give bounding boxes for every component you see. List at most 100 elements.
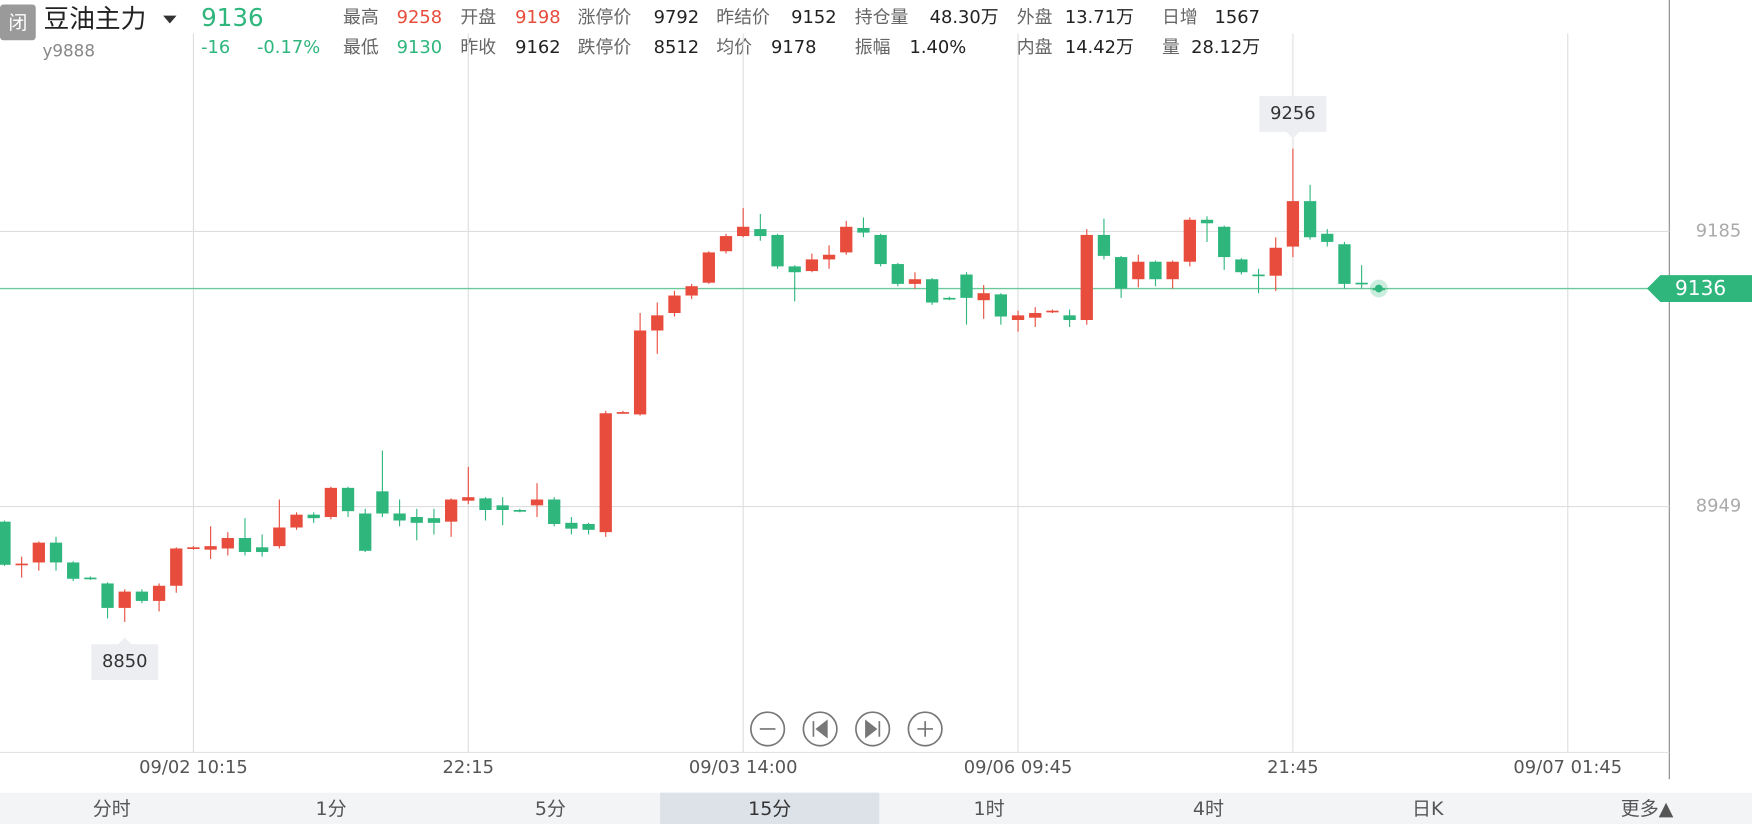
candle-body <box>1218 226 1231 258</box>
last-point <box>1374 284 1383 293</box>
candle-chart <box>0 33 1670 753</box>
tab[interactable]: 日K <box>1412 798 1444 820</box>
candle-body <box>805 259 819 272</box>
stat-value: 13.71万 <box>1065 7 1134 28</box>
candle-body <box>1269 247 1282 276</box>
candle-body <box>685 286 698 296</box>
contract-title[interactable]: 豆油主力 <box>44 5 147 35</box>
stat-value: 9198 <box>515 7 560 28</box>
stat-label: 日增 <box>1162 7 1198 28</box>
candle-body <box>462 497 475 501</box>
stat-label: 量 <box>1162 37 1180 58</box>
tab[interactable]: 5分 <box>535 798 566 820</box>
stat-value: 9792 <box>654 7 699 28</box>
candle-body <box>1132 261 1145 280</box>
candle-body <box>359 513 372 551</box>
candle-body <box>616 412 630 414</box>
candle-body <box>152 585 166 601</box>
candle-body <box>530 499 544 506</box>
candle-body <box>49 542 63 563</box>
candle-body <box>1166 261 1179 280</box>
stat-value: 9152 <box>791 7 836 28</box>
stat-value: 48.30万 <box>930 7 999 28</box>
candle-body <box>1355 282 1368 285</box>
tab[interactable]: 1时 <box>974 798 1005 820</box>
tab[interactable]: 更多▲ <box>1621 798 1674 820</box>
icon <box>917 721 933 737</box>
candle-body <box>410 516 423 523</box>
candle-body <box>1097 234 1111 256</box>
candle-body <box>376 491 389 514</box>
candle-body <box>1200 219 1214 224</box>
candle-body <box>187 547 200 549</box>
dropdown-arrow[interactable] <box>163 15 177 24</box>
candle-body <box>960 274 973 298</box>
candle-body <box>170 548 183 586</box>
stat-label: 最低 <box>343 37 379 58</box>
candle-body <box>1235 259 1248 273</box>
tab[interactable]: 1分 <box>316 798 347 820</box>
stat-label: 昨收 <box>460 37 496 58</box>
candle-body <box>633 330 647 415</box>
candle-body <box>1149 261 1162 280</box>
tab[interactable]: 15分 <box>748 798 791 820</box>
candle-body <box>290 514 303 528</box>
candle-body <box>1011 315 1025 321</box>
zoom-out-button[interactable] <box>750 711 786 747</box>
next-button[interactable] <box>855 711 891 747</box>
candle-body <box>1063 315 1076 321</box>
candle-body <box>1321 233 1334 242</box>
candle-body <box>840 226 853 253</box>
contract-code: y9888 <box>42 40 95 60</box>
candle-body <box>221 537 234 549</box>
candle-body <box>548 499 561 524</box>
x-tick-label: 09/02 10:15 <box>139 757 248 778</box>
candle-body <box>668 295 681 314</box>
candle-body <box>238 537 252 552</box>
current-price: 9136 <box>201 3 264 32</box>
candle-body <box>32 542 45 563</box>
tab[interactable]: 4时 <box>1193 798 1224 820</box>
tab[interactable]: 分时 <box>93 798 131 820</box>
last-price-tag <box>1646 275 1752 302</box>
stat-value: 1.40% <box>910 37 967 58</box>
price-change: -16 <box>201 37 230 58</box>
candle-body <box>118 591 131 608</box>
stat-value: 28.12万 <box>1191 37 1260 58</box>
candle-body <box>771 234 784 267</box>
stat-value: 9258 <box>397 7 442 28</box>
candle-body <box>702 252 715 283</box>
annotation-box <box>91 637 159 681</box>
candle-body <box>1286 201 1300 247</box>
icon <box>812 719 828 739</box>
candle-body <box>273 527 286 547</box>
candle-body <box>994 294 1008 317</box>
candle-body <box>926 279 939 303</box>
last-price-label: 9136 <box>1675 276 1726 300</box>
candle-body <box>307 514 320 519</box>
zoom-controls <box>750 711 943 747</box>
candle-body <box>943 297 956 300</box>
prev-button[interactable] <box>802 711 838 747</box>
x-tick-label: 09/06 09:45 <box>964 757 1073 778</box>
stat-label: 跌停价 <box>578 37 632 58</box>
candle-body <box>754 229 767 237</box>
stat-label: 昨结价 <box>716 7 770 28</box>
stat-label: 开盘 <box>460 7 496 28</box>
stat-label: 最高 <box>343 7 379 28</box>
stat-label: 内盘 <box>1017 37 1053 58</box>
candle-body <box>1114 257 1128 289</box>
y-tick-label: 8949 <box>1696 496 1741 517</box>
x-tick-label: 09/07 01:45 <box>1513 757 1622 778</box>
stat-value: 9130 <box>397 37 442 58</box>
tab-selected-bg <box>660 792 880 824</box>
stat-value: 9162 <box>515 37 560 58</box>
candle-body <box>0 521 11 565</box>
stat-label: 持仓量 <box>855 7 909 28</box>
stat-value: 14.42万 <box>1065 37 1134 58</box>
stat-label: 外盘 <box>1017 7 1053 28</box>
zoom-in-button[interactable] <box>907 711 943 747</box>
candle-body <box>874 234 887 265</box>
